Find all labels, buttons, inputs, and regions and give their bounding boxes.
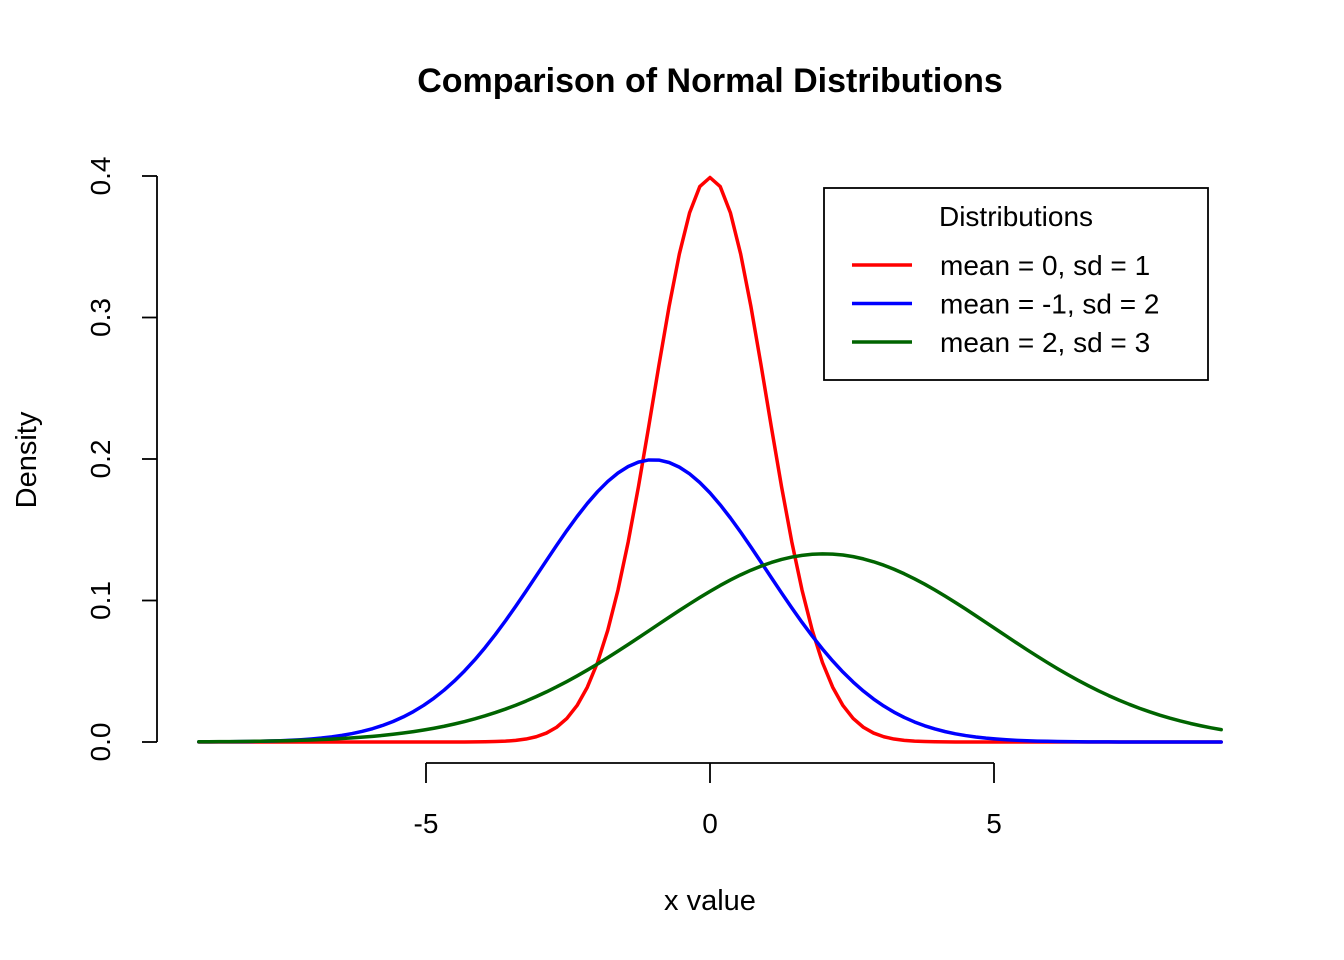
x-axis: -5 0 5 [414, 762, 1002, 839]
series-line [197, 458, 1223, 744]
series-line [197, 552, 1223, 744]
chart-title: Comparison of Normal Distributions [417, 62, 1003, 100]
y-tick-label: 0.4 [85, 157, 116, 196]
legend-label: mean = 0, sd = 1 [940, 250, 1150, 281]
y-axis-label: Density [11, 411, 43, 508]
x-tick-label: 5 [986, 808, 1002, 839]
y-axis: 0.0 0.1 0.2 0.3 0.4 [85, 157, 158, 762]
y-tick-label: 0.0 [85, 723, 116, 762]
x-tick-label: -5 [414, 808, 439, 839]
legend-label: mean = 2, sd = 3 [940, 327, 1150, 358]
legend-label: mean = -1, sd = 2 [940, 289, 1159, 320]
x-axis-label: x value [664, 885, 756, 917]
legend: Distributions mean = 0, sd = 1 mean = -1,… [823, 187, 1209, 381]
y-tick-label: 0.2 [85, 440, 116, 479]
series-layer [197, 175, 1223, 744]
legend-title: Distributions [939, 201, 1093, 232]
x-tick-label: 0 [702, 808, 718, 839]
legend-box [823, 187, 1209, 381]
y-tick-label: 0.1 [85, 581, 116, 620]
y-tick-label: 0.3 [85, 298, 116, 337]
